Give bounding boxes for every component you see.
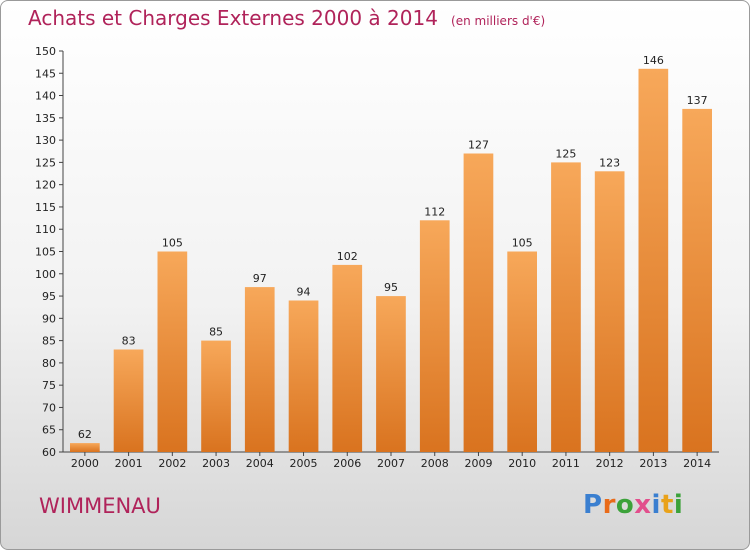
bar xyxy=(157,251,188,452)
bar xyxy=(201,340,231,452)
bar-value-label: 102 xyxy=(337,250,358,263)
bar-value-label: 83 xyxy=(122,335,136,348)
x-tick-label: 2014 xyxy=(683,457,711,470)
bar-value-label: 85 xyxy=(209,326,223,339)
logo-letter: r xyxy=(602,490,616,520)
bar-value-label: 105 xyxy=(162,237,183,250)
x-tick-label: 2001 xyxy=(115,457,143,470)
x-tick-label: 2004 xyxy=(246,457,274,470)
logo-letter: i xyxy=(651,490,661,520)
y-tick-label: 140 xyxy=(35,90,56,103)
y-tick-label: 120 xyxy=(35,179,56,192)
bar xyxy=(638,68,669,453)
bar xyxy=(288,300,319,452)
bar-value-label: 94 xyxy=(297,286,311,299)
bar xyxy=(113,349,144,452)
y-tick-label: 60 xyxy=(42,446,56,459)
bar-value-label: 95 xyxy=(384,281,398,294)
bar-value-label: 146 xyxy=(643,54,664,67)
y-tick-label: 65 xyxy=(42,424,56,437)
y-tick-label: 110 xyxy=(35,223,56,236)
y-tick-label: 150 xyxy=(35,45,56,58)
chart-title: Achats et Charges Externes 2000 à 2014 xyxy=(28,6,438,30)
bar-value-label: 105 xyxy=(512,237,533,250)
x-tick-label: 2007 xyxy=(377,457,405,470)
y-tick-label: 80 xyxy=(42,357,56,370)
bar xyxy=(507,251,537,452)
logo-letter: o xyxy=(615,490,635,520)
bar-value-label: 125 xyxy=(555,147,576,160)
x-tick-label: 2013 xyxy=(639,457,667,470)
chart-header: Achats et Charges Externes 2000 à 2014 (… xyxy=(28,6,545,30)
y-tick-label: 125 xyxy=(35,156,56,169)
bar-value-label: 97 xyxy=(253,272,267,285)
y-tick-label: 145 xyxy=(35,67,56,80)
logo-letter: t xyxy=(660,490,674,520)
logo-letter: P xyxy=(583,490,603,520)
y-tick-label: 95 xyxy=(42,290,56,303)
bar xyxy=(332,264,363,452)
y-tick-label: 130 xyxy=(35,134,56,147)
x-tick-label: 2000 xyxy=(71,457,99,470)
x-tick-label: 2010 xyxy=(508,457,536,470)
bar-value-label: 62 xyxy=(78,428,92,441)
x-tick-label: 2005 xyxy=(290,457,318,470)
y-tick-label: 70 xyxy=(42,401,56,414)
bar xyxy=(419,220,450,452)
bar xyxy=(594,171,625,453)
x-tick-label: 2002 xyxy=(158,457,186,470)
y-tick-label: 100 xyxy=(35,268,56,281)
x-tick-label: 2006 xyxy=(333,457,361,470)
proxiti-logo[interactable]: Proxiti xyxy=(583,490,683,520)
y-tick-label: 105 xyxy=(35,246,56,259)
bar-value-label: 123 xyxy=(599,156,620,169)
chart-subtitle: (en milliers d'€) xyxy=(451,14,546,28)
logo-letter: i xyxy=(673,490,684,520)
y-tick-label: 115 xyxy=(35,201,56,214)
logo-letter: x xyxy=(634,490,652,520)
y-tick-label: 85 xyxy=(42,335,56,348)
bar xyxy=(551,162,581,452)
x-tick-label: 2009 xyxy=(464,457,492,470)
bar xyxy=(70,443,100,452)
bar xyxy=(376,296,406,452)
bar xyxy=(244,287,275,452)
bar xyxy=(682,108,712,453)
x-tick-label: 2008 xyxy=(421,457,449,470)
y-tick-label: 90 xyxy=(42,312,56,325)
x-tick-label: 2011 xyxy=(552,457,580,470)
x-tick-label: 2012 xyxy=(596,457,624,470)
bar-value-label: 127 xyxy=(468,138,489,151)
commune-name: WIMMENAU xyxy=(39,494,161,518)
y-tick-label: 75 xyxy=(42,379,56,392)
y-tick-label: 135 xyxy=(35,112,56,125)
x-tick-label: 2003 xyxy=(202,457,230,470)
bar-value-label: 112 xyxy=(424,205,445,218)
bar xyxy=(463,153,494,452)
bar-value-label: 137 xyxy=(687,94,708,107)
